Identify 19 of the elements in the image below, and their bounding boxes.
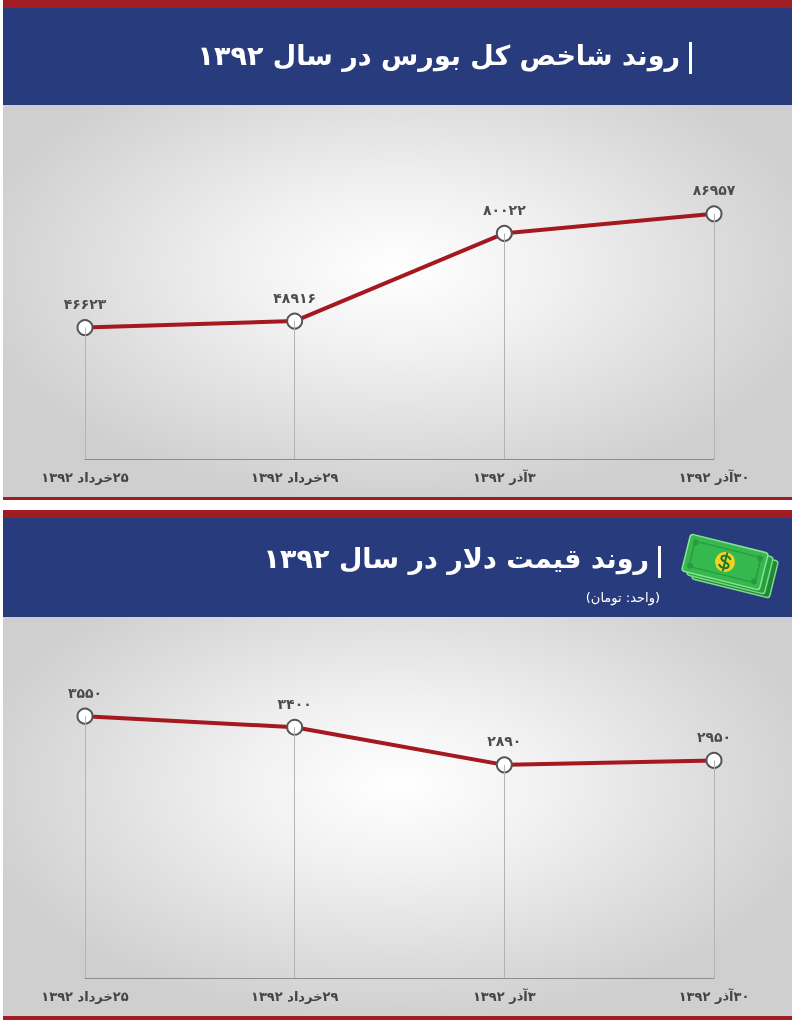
x-tick-label: ۲۹خرداد ۱۳۹۲ [250, 470, 339, 485]
chart-title: روند شاخص کل بورس در سال ۱۳۹۲ [197, 39, 680, 73]
data-label: ۸۰۰۲۲ [482, 201, 527, 218]
data-label: ۲۸۹۰ [487, 733, 522, 750]
x-tick-label: ۳۰آذر ۱۳۹۲ [678, 988, 750, 1004]
data-label: ۲۹۵۰ [696, 728, 732, 745]
chart-subtitle: (واحد: تومان) [585, 590, 660, 606]
data-label: ۴۶۶۲۳ [63, 296, 107, 313]
x-tick-label: ۲۹خرداد ۱۳۹۲ [250, 989, 339, 1004]
data-label: ۴۸۹۱۶ [273, 289, 317, 306]
x-tick-label: ۲۵خرداد ۱۳۹۲ [41, 989, 129, 1004]
x-tick-label: ۳۰آذر ۱۳۹۲ [678, 469, 750, 485]
x-tick-label: ۲۵خرداد ۱۳۹۲ [41, 470, 129, 485]
x-tick-label: ۳آذر ۱۳۹۲ [472, 988, 536, 1004]
data-label: ۳۴۰۰ [277, 695, 312, 712]
chart-title: روند قیمت دلار در سال ۱۳۹۲ [263, 542, 649, 576]
data-label: ۳۵۵۰ [67, 684, 103, 701]
data-label: ۸۶۹۵۷ [692, 182, 736, 199]
x-tick-label: ۳آذر ۱۳۹۲ [472, 469, 536, 485]
